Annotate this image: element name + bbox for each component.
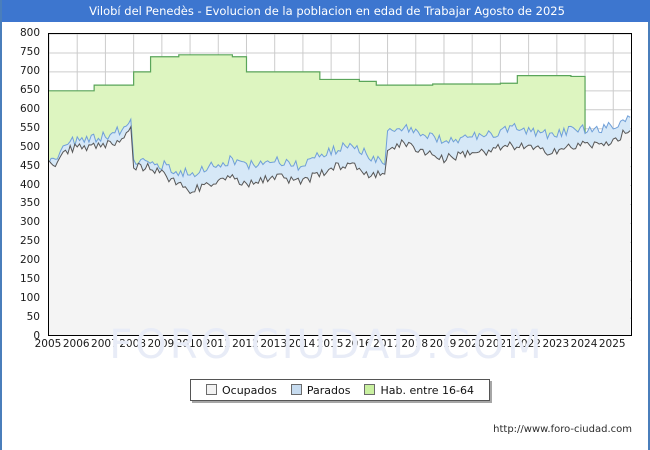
x-axis-tick-label: 2005 <box>34 338 62 350</box>
chart-svg <box>49 34 631 335</box>
window-title-bar: Vilobí del Penedès - Evolucion de la pob… <box>2 0 650 22</box>
x-axis-tick-label: 2007 <box>91 338 118 350</box>
legend-swatch-icon <box>364 383 376 395</box>
y-axis-tick-label: 350 <box>19 197 40 210</box>
y-axis-tick-label: 300 <box>19 216 40 229</box>
x-axis-tick-label: 2006 <box>62 338 90 350</box>
x-axis-tick-label: 2019 <box>429 338 457 350</box>
page-title: Vilobí del Penedès - Evolucion de la pob… <box>89 4 565 18</box>
y-axis-tick-label: 150 <box>19 273 40 286</box>
y-axis-tick-label: 50 <box>26 311 40 324</box>
legend-item[interactable]: Hab. entre 16-64 <box>364 383 475 397</box>
y-axis-tick-label: 100 <box>19 292 40 305</box>
legend-swatch-icon <box>206 383 217 395</box>
x-axis-tick-label: 2024 <box>570 338 598 350</box>
x-axis-tick-label: 2022 <box>514 338 541 350</box>
y-axis-tick-label: 500 <box>19 140 40 153</box>
y-axis-tick-label: 550 <box>19 121 40 134</box>
legend-label: Hab. entre 16-64 <box>380 383 475 397</box>
series-parados-line <box>49 115 631 179</box>
y-axis-tick-label: 800 <box>19 27 40 39</box>
y-axis-tick-label: 650 <box>19 83 40 96</box>
series-ocupados-line <box>49 125 631 195</box>
x-axis-tick-label: 2023 <box>542 338 570 350</box>
y-axis-tick-label: 750 <box>19 45 40 58</box>
series-ocupados-fill <box>49 126 631 335</box>
x-axis-tick-label: 2017 <box>373 338 400 350</box>
x-axis-tick-label: 2013 <box>260 338 288 350</box>
chart-canvas <box>49 34 631 335</box>
x-axis-tick-label: 2011 <box>203 338 231 350</box>
x-axis-tick-label: 2014 <box>288 338 316 350</box>
x-axis-tick-label: 2016 <box>344 338 372 350</box>
legend-item[interactable]: Ocupados <box>206 383 277 397</box>
x-axis-tick-label: 2012 <box>232 338 259 350</box>
series-ocupados <box>49 125 631 335</box>
legend-label: Ocupados <box>222 383 277 397</box>
x-axis-tick-label: 2018 <box>401 338 429 350</box>
chart-legend: Ocupados Parados Hab. entre 16-64 <box>190 379 491 401</box>
x-axis-tick-label: 2025 <box>598 338 626 350</box>
x-axis-tick-label: 2010 <box>175 338 203 350</box>
y-axis-tick-label: 0 <box>33 330 40 342</box>
legend-swatch-icon <box>290 383 302 395</box>
y-axis-tick-label: 250 <box>19 235 40 248</box>
x-axis-tick-label: 2020 <box>457 338 485 350</box>
legend-label: Parados <box>306 383 351 397</box>
x-axis-tick-label: 2015 <box>316 338 344 350</box>
legend-item[interactable]: Parados <box>290 383 351 397</box>
y-axis-tick-label: 450 <box>19 159 40 172</box>
chart-plot-area <box>48 33 632 336</box>
x-axis-tick-label: 2009 <box>147 338 175 350</box>
series-hab-16-64-line <box>49 54 586 335</box>
x-axis-tick-label: 2021 <box>486 338 513 350</box>
x-axis-tick-label: 2008 <box>119 338 146 350</box>
y-axis-tick-label: 700 <box>19 64 40 77</box>
y-axis-tick-label: 400 <box>19 178 40 191</box>
footer-url: http://www.foro-ciudad.com <box>493 424 632 435</box>
y-axis-tick-label: 200 <box>19 254 40 267</box>
y-axis-tick-label: 600 <box>19 102 40 115</box>
